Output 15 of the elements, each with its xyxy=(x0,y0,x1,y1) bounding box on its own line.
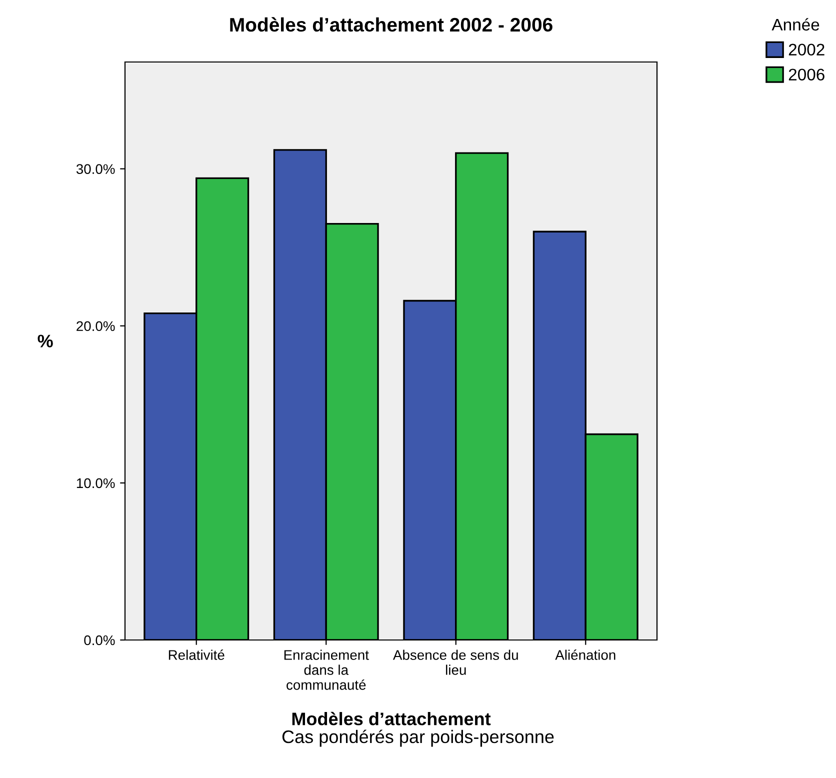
x-axis-title: Modèles d’attachement xyxy=(292,712,491,726)
x-tick-label: Relativité xyxy=(168,650,224,660)
x-tick-label: Enracinement dans la communauté xyxy=(284,650,369,690)
legend-label: 2006 xyxy=(788,68,824,80)
chart-title: Modèles d’attachement 2002 - 2006 xyxy=(230,17,552,32)
legend-label: 2002 xyxy=(788,44,824,56)
x-tick-label: Absence de sens du lieu xyxy=(392,650,518,675)
y-axis-title: % xyxy=(38,334,53,348)
text: Cas pondérés par poids-personne xyxy=(282,730,554,747)
y-tick-label: 10.0% xyxy=(76,478,115,488)
y-tick-label: 20.0% xyxy=(76,321,115,332)
x-tick-label: Aliénation xyxy=(555,650,616,660)
y-tick-label: 30.0% xyxy=(76,164,115,174)
y-tick-label: 0.0% xyxy=(84,635,115,646)
legend-title: Année xyxy=(772,18,820,31)
